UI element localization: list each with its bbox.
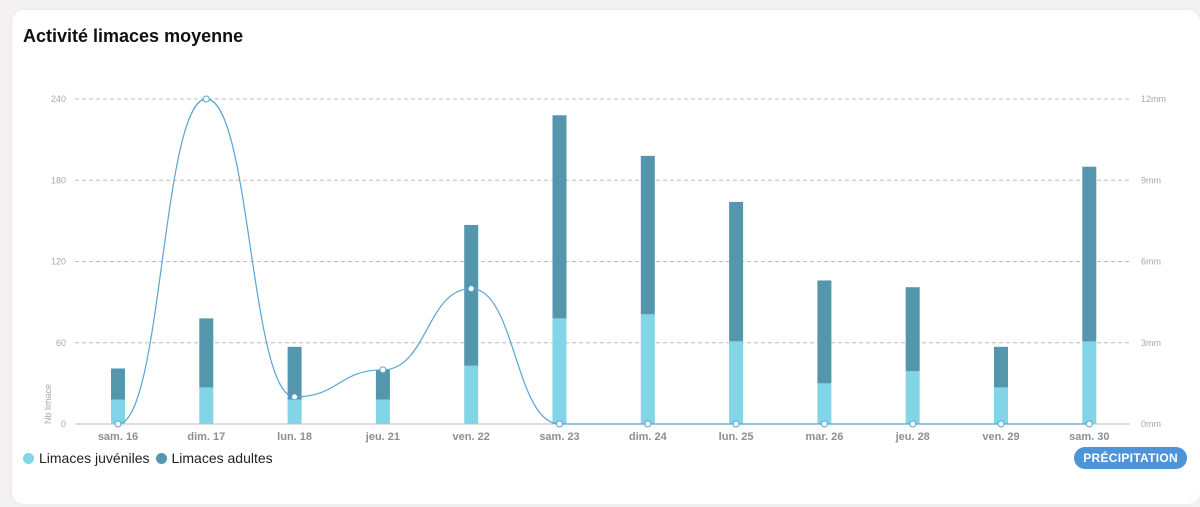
legend-item-adult[interactable]: Limaces adultes — [155, 450, 273, 466]
y-tick-label: 120 — [51, 257, 66, 267]
precipitation-button[interactable]: PRÉCIPITATION — [1074, 447, 1187, 469]
y2-tick-label: 3mm — [1141, 338, 1161, 348]
bar-adult[interactable] — [111, 368, 125, 400]
legend-swatch-adult — [155, 452, 167, 464]
precipitation-point[interactable] — [820, 420, 828, 428]
bar-juvenile[interactable] — [905, 371, 920, 424]
chart-legend: Limaces juvéniles Limaces adultes — [23, 450, 279, 466]
y2-tick-label: 12mm — [1141, 94, 1166, 104]
precipitation-point[interactable] — [202, 95, 210, 103]
bar-adult[interactable] — [905, 287, 920, 372]
x-tick-label: jeu. 28 — [895, 431, 930, 443]
x-tick-label: lun. 25 — [719, 431, 754, 443]
x-tick-label: ven. 29 — [982, 431, 1019, 443]
bar-juvenile[interactable] — [994, 387, 1008, 424]
x-tick-label: dim. 17 — [187, 431, 225, 443]
precipitation-point[interactable] — [997, 420, 1005, 428]
legend-label-juvenile: Limaces juvéniles — [39, 450, 150, 466]
bar-adult[interactable] — [994, 346, 1008, 388]
y2-tick-label: 9mm — [1141, 175, 1161, 185]
precipitation-point[interactable] — [732, 420, 740, 428]
bar-adult[interactable] — [287, 346, 302, 400]
bar-juvenile[interactable] — [729, 341, 744, 424]
precipitation-point[interactable] — [556, 420, 563, 428]
x-tick-label: ven. 22 — [453, 431, 490, 443]
bar-adult[interactable] — [1082, 166, 1097, 342]
bar-juvenile[interactable] — [287, 399, 302, 424]
y-tick-label: 180 — [51, 175, 66, 185]
bar-juvenile[interactable] — [199, 387, 214, 424]
precipitation-point[interactable] — [114, 420, 122, 428]
y2-tick-label: 0mm — [1141, 419, 1161, 429]
x-tick-label: mar. 26 — [805, 431, 843, 443]
x-tick-label: sam. 23 — [539, 431, 579, 443]
precipitation-point[interactable] — [644, 420, 652, 428]
bar-juvenile[interactable] — [375, 399, 390, 424]
x-tick-label: sam. 30 — [1069, 431, 1109, 443]
bar-adult[interactable] — [817, 280, 832, 384]
y-tick-label: 60 — [56, 338, 66, 348]
bar-adult[interactable] — [729, 201, 744, 342]
precipitation-point[interactable] — [467, 285, 475, 293]
legend-label-adult: Limaces adultes — [171, 450, 273, 466]
y-tick-label: 240 — [51, 94, 66, 104]
bar-juvenile[interactable] — [111, 399, 125, 424]
precipitation-line — [117, 98, 1090, 425]
y-axis-label: Nb limace — [43, 384, 53, 424]
bar-adult[interactable] — [640, 155, 655, 315]
bar-juvenile[interactable] — [464, 365, 479, 424]
x-tick-label: jeu. 21 — [365, 431, 400, 443]
bar-juvenile[interactable] — [640, 314, 655, 424]
y-tick-label: 0 — [61, 419, 66, 429]
y2-tick-label: 6mm — [1141, 257, 1161, 267]
chart-title: Activité limaces moyenne — [23, 26, 244, 46]
bar-juvenile[interactable] — [1082, 341, 1097, 424]
bar-juvenile[interactable] — [552, 318, 567, 424]
precipitation-point[interactable] — [379, 366, 387, 374]
bar-adult[interactable] — [375, 369, 390, 400]
precipitation-point[interactable] — [291, 393, 299, 401]
x-tick-label: dim. 24 — [629, 431, 668, 443]
bar-adult[interactable] — [464, 224, 479, 366]
x-tick-label: lun. 18 — [277, 431, 312, 443]
x-tick-label: sam. 16 — [98, 431, 138, 443]
bar-adult[interactable] — [552, 115, 567, 319]
legend-item-juvenile[interactable]: Limaces juvéniles — [23, 450, 150, 466]
precipitation-point[interactable] — [909, 420, 917, 428]
legend-swatch-juvenile — [23, 452, 34, 464]
bar-adult[interactable] — [199, 318, 214, 388]
bar-juvenile[interactable] — [817, 383, 832, 424]
precipitation-point[interactable] — [1085, 420, 1093, 428]
